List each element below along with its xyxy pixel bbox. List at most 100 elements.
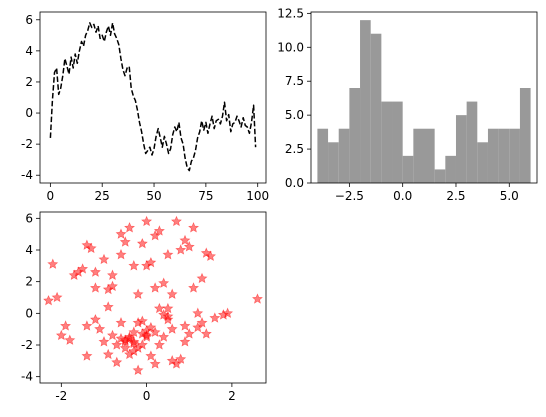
histogram-bar <box>519 88 531 183</box>
scatter-point <box>175 244 187 255</box>
scatter-point <box>89 313 101 325</box>
plot-frame-3 <box>39 211 267 384</box>
histogram-bar <box>445 155 456 183</box>
scatter-point <box>51 291 63 303</box>
histogram-bar <box>370 33 382 183</box>
histogram-bar <box>317 128 329 183</box>
scatter-point <box>85 242 97 254</box>
scatter-point <box>149 358 161 369</box>
scatter-point <box>98 336 110 347</box>
histogram-bar <box>498 128 510 183</box>
y-tick-label: 0 <box>25 306 33 320</box>
scatter-point <box>94 323 106 334</box>
scatter-point <box>141 215 153 227</box>
scatter-point <box>153 225 165 236</box>
histogram-bar <box>349 88 361 183</box>
histogram-bar <box>487 128 499 183</box>
scatter-point <box>149 230 161 241</box>
histogram-bar <box>381 101 393 183</box>
scatter-point <box>145 256 157 268</box>
scatter-point <box>115 248 127 260</box>
x-tick-label: 25 <box>95 189 110 203</box>
x-tick-label: 2 <box>228 389 236 403</box>
y-tick-label: 7.5 <box>285 74 304 88</box>
scatter-point <box>149 326 161 338</box>
y-tick-label: -2 <box>21 137 33 151</box>
x-tick-label: 75 <box>198 189 213 203</box>
scatter-point <box>222 307 234 319</box>
scatter-point <box>162 248 174 260</box>
scatter-point <box>188 222 200 233</box>
y-tick-label: 5.0 <box>285 108 304 122</box>
scatter-point <box>188 282 200 293</box>
axes-2: −2.5 0.0 2.5 5.0 0.0 2.5 5.0 7.5 10.0 12.5 <box>277 6 519 203</box>
scatter-point <box>119 236 131 247</box>
scatter-point <box>47 258 59 269</box>
plot-frame-2 <box>310 11 538 184</box>
scatter-point <box>128 326 140 338</box>
scatter-point <box>132 288 144 300</box>
scatter-point <box>166 288 178 300</box>
histogram-bar <box>455 115 467 183</box>
scatter-point <box>132 364 144 376</box>
scatter-point <box>183 241 195 252</box>
scatter-point <box>179 336 191 347</box>
histogram-bar <box>338 128 350 183</box>
scatter-point <box>124 348 136 360</box>
scatter-point <box>106 269 118 281</box>
scatter-point <box>175 353 187 364</box>
scatter-point <box>102 348 114 360</box>
scatter-point <box>158 309 170 320</box>
scatter-point <box>98 253 110 265</box>
y-tick-label: 2.5 <box>285 142 304 156</box>
axes-1: 0 25 50 75 100 -4 -2 0 2 4 6 <box>21 13 269 203</box>
x-tick-label: 2.5 <box>446 189 465 203</box>
scatter-point <box>153 302 165 314</box>
y-tick-label: -2 <box>21 338 33 352</box>
series-line <box>49 22 257 172</box>
y-tick-label: 2 <box>25 275 33 289</box>
scatter-point <box>179 234 191 246</box>
y-tick-label: 4 <box>25 243 33 257</box>
scatter-point <box>55 329 67 341</box>
scatter-point <box>196 272 208 284</box>
axes-3: -2 0 2 -4 -2 0 2 4 6 <box>21 211 236 403</box>
y-tick-label: 10.0 <box>277 40 304 54</box>
y-tick-label: 6 <box>25 211 33 225</box>
scatter-point <box>111 339 123 350</box>
scatter-point <box>81 350 93 361</box>
scatter-point <box>89 266 101 277</box>
y-tick-label: 4 <box>25 44 33 58</box>
x-tick-label: 0 <box>47 189 55 203</box>
scatter-point <box>136 339 148 350</box>
x-tick-label: 5.0 <box>500 189 519 203</box>
y-tick-label: 6 <box>25 13 33 27</box>
scatter-point <box>43 294 55 306</box>
y-tick-label: -4 <box>21 168 33 182</box>
scatter-point <box>200 328 212 339</box>
scatter-point <box>145 321 157 333</box>
y-tick-label: 12.5 <box>277 6 304 20</box>
histogram-bar <box>477 142 488 183</box>
x-tick-label: 50 <box>146 189 161 203</box>
histogram-bar <box>509 128 520 183</box>
scatter-point <box>89 282 101 293</box>
scatter-point <box>124 222 136 233</box>
x-tick-label: 0 <box>143 389 151 403</box>
scatter-point <box>128 337 140 349</box>
scatter-point <box>192 307 204 319</box>
scatter-point <box>183 328 195 339</box>
x-tick-label: 100 <box>246 189 269 203</box>
scatter-point <box>158 331 170 342</box>
histogram-bar <box>434 169 446 183</box>
scatter-point <box>115 317 127 328</box>
scatter-point <box>209 312 221 323</box>
scatter-point <box>60 320 72 331</box>
scatter-point <box>106 329 118 341</box>
scatter-point <box>119 342 131 353</box>
scatter-point <box>111 356 123 368</box>
x-tick-label: -2 <box>55 389 67 403</box>
x-tick-label: −2.5 <box>335 189 364 203</box>
